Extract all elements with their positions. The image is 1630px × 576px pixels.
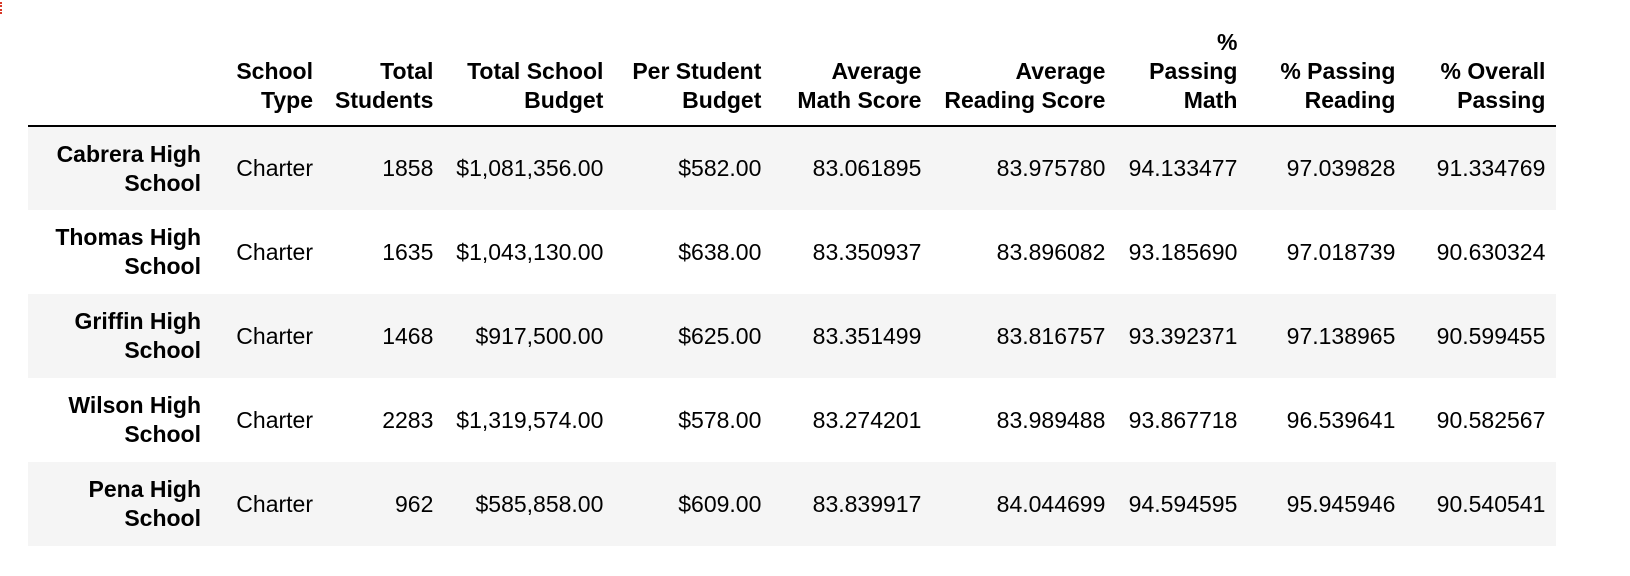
table-row: Cabrera High School Charter 1858 $1,081,…	[28, 126, 1557, 210]
cell-school-type: Charter	[236, 322, 313, 349]
header-average-math-score: Average Math Score	[772, 20, 933, 127]
cell-total-students: 1858	[382, 155, 434, 181]
header-total-students: Total Students	[324, 20, 445, 127]
cell-school-type: Charter	[236, 490, 313, 517]
cell-percent-overall-passing: 90.582567	[1436, 406, 1546, 433]
cell-percent-overall-passing: 91.334769	[1436, 155, 1546, 181]
cell-total-students: 2283	[382, 406, 434, 433]
cell-percent-passing-math: 93.185690	[1128, 238, 1238, 265]
cell-average-reading-score: 84.044699	[996, 490, 1106, 517]
cell-total-school-budget: $1,043,130.00	[456, 238, 604, 265]
header-percent-passing-math: % Passing Math	[1116, 20, 1249, 127]
cell-per-student-budget: $638.00	[678, 238, 762, 265]
cell-total-students: 1468	[382, 322, 434, 349]
cell-percent-passing-math: 94.594595	[1128, 490, 1238, 517]
cell-average-reading-score: 83.816757	[996, 322, 1106, 349]
cell-average-reading-score: 83.989488	[996, 406, 1106, 433]
table-body: Cabrera High School Charter 1858 $1,081,…	[28, 126, 1557, 546]
cell-total-school-budget: $1,081,356.00	[456, 155, 604, 181]
cell-per-student-budget: $609.00	[678, 490, 762, 517]
cell-total-school-budget: $1,319,574.00	[456, 406, 604, 433]
header-row: School Type Total Students Total School …	[28, 20, 1557, 127]
cell-percent-passing-math: 93.392371	[1128, 322, 1238, 349]
row-index-label: Cabrera High School	[56, 140, 201, 196]
cell-school-type: Charter	[236, 406, 313, 433]
cell-average-math-score: 83.061895	[812, 155, 922, 181]
header-school-type: School Type	[212, 20, 324, 127]
cell-percent-overall-passing: 90.599455	[1436, 322, 1546, 349]
cell-percent-passing-reading: 97.138965	[1286, 322, 1396, 349]
cell-average-math-score: 83.350937	[812, 238, 922, 265]
header-percent-overall-passing: % Overall Passing	[1406, 20, 1557, 127]
header-per-student-budget: Per Student Budget	[614, 20, 773, 127]
header-total-school-budget: Total School Budget	[444, 20, 615, 127]
cell-percent-passing-reading: 96.539641	[1286, 406, 1396, 433]
cell-per-student-budget: $582.00	[678, 155, 762, 181]
cell-school-type: Charter	[236, 238, 313, 265]
row-index-label: Wilson High School	[68, 392, 201, 447]
cell-average-math-score: 83.839917	[812, 490, 922, 517]
cell-percent-passing-reading: 95.945946	[1286, 490, 1396, 517]
table-header: School Type Total Students Total School …	[28, 20, 1557, 127]
cell-average-math-score: 83.351499	[812, 322, 922, 349]
table-row: Thomas High School Charter 1635 $1,043,1…	[28, 210, 1557, 294]
cell-percent-passing-math: 93.867718	[1128, 406, 1238, 433]
cell-percent-passing-reading: 97.018739	[1286, 238, 1396, 265]
cell-total-school-budget: $585,858.00	[475, 490, 604, 517]
header-average-reading-score: Average Reading Score	[932, 20, 1117, 127]
row-index-label: Thomas High School	[55, 224, 201, 279]
row-index-label: Griffin High School	[74, 308, 201, 363]
cell-average-reading-score: 83.975780	[996, 155, 1106, 181]
cell-total-students: 962	[395, 490, 434, 517]
table-row: Pena High School Charter 962 $585,858.00…	[28, 462, 1557, 546]
top-schools-dataframe: School Type Total Students Total School …	[28, 20, 1557, 546]
cell-school-type: Charter	[236, 155, 313, 181]
table-row: Wilson High School Charter 2283 $1,319,5…	[28, 378, 1557, 462]
cell-percent-passing-math: 94.133477	[1128, 155, 1238, 181]
cell-percent-overall-passing: 90.630324	[1436, 238, 1546, 265]
index-header	[28, 20, 212, 127]
cell-percent-passing-reading: 97.039828	[1286, 155, 1396, 181]
header-percent-passing-reading: % Passing Reading	[1248, 20, 1407, 127]
table-row: Griffin High School Charter 1468 $917,50…	[28, 294, 1557, 378]
cell-prompt-marker	[0, 2, 5, 14]
cell-per-student-budget: $625.00	[678, 322, 762, 349]
cell-average-reading-score: 83.896082	[996, 238, 1106, 265]
cell-per-student-budget: $578.00	[678, 406, 762, 433]
cell-percent-overall-passing: 90.540541	[1436, 490, 1546, 517]
row-index-label: Pena High School	[88, 476, 201, 531]
cell-average-math-score: 83.274201	[812, 406, 922, 433]
cell-total-school-budget: $917,500.00	[475, 322, 604, 349]
cell-total-students: 1635	[382, 238, 434, 265]
